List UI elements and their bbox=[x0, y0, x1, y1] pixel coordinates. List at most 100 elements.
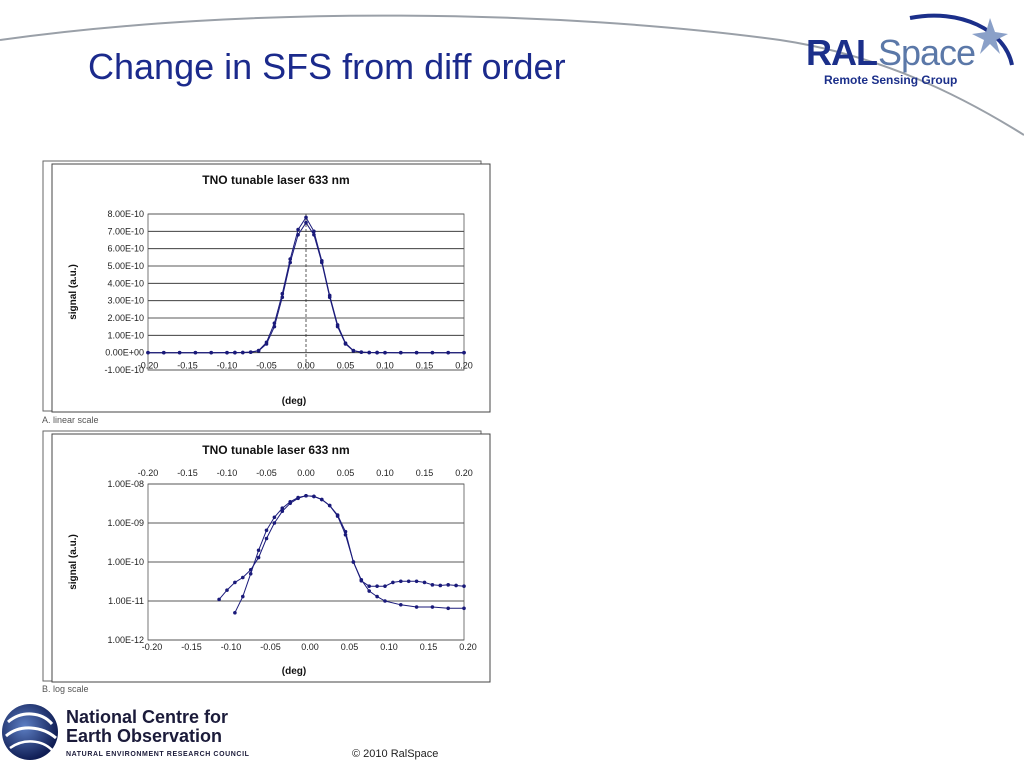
y-tick-label: 7.00E-10 bbox=[107, 226, 144, 236]
logo-swirl-icon bbox=[909, 13, 1014, 66]
data-point bbox=[430, 350, 435, 355]
x-tick-label: -0.20 bbox=[138, 361, 159, 371]
data-point bbox=[177, 350, 182, 355]
data-point bbox=[320, 497, 324, 502]
data-point bbox=[414, 579, 419, 584]
data-point bbox=[256, 548, 261, 553]
y-tick-label: 4.00E-10 bbox=[107, 278, 144, 288]
data-point bbox=[280, 506, 285, 510]
data-point bbox=[304, 493, 308, 498]
data-point bbox=[414, 605, 419, 609]
chart-title: TNO tunable laser 633 nm bbox=[202, 173, 349, 187]
data-point bbox=[391, 580, 395, 585]
x-tick-label-bottom: 0.05 bbox=[341, 642, 359, 652]
data-point bbox=[312, 229, 316, 234]
data-point bbox=[296, 495, 300, 500]
chart-linear-panel: TNO tunable laser 633 nm 8.00E-10 7.00E-10… bbox=[42, 160, 494, 416]
data-point bbox=[304, 215, 308, 220]
data-point bbox=[383, 599, 387, 603]
x-tick-label: 0.05 bbox=[337, 361, 355, 371]
data-point bbox=[320, 259, 324, 263]
data-point bbox=[272, 521, 277, 525]
chart-linear-caption: A. linear scale bbox=[42, 415, 99, 425]
data-point bbox=[383, 584, 387, 588]
data-point bbox=[280, 509, 285, 514]
data-point bbox=[217, 597, 221, 602]
nceo-subtitle: NATURAL ENVIRONMENT RESEARCH COUNCIL bbox=[66, 751, 250, 758]
data-point bbox=[146, 350, 150, 355]
data-point bbox=[288, 499, 292, 504]
x-tick-label-bottom: 0.20 bbox=[459, 642, 477, 652]
y-tick-label: 1.00E-10 bbox=[107, 557, 144, 567]
data-point bbox=[233, 580, 237, 585]
data-point bbox=[359, 350, 364, 354]
chart-log-caption: B. log scale bbox=[42, 684, 89, 694]
data-point bbox=[248, 350, 253, 354]
data-point bbox=[446, 350, 451, 355]
x-tick-label: -0.05 bbox=[256, 361, 277, 371]
data-point bbox=[327, 503, 332, 508]
data-point bbox=[264, 340, 269, 345]
data-point bbox=[209, 350, 213, 355]
chart-title: TNO tunable laser 633 nm bbox=[202, 443, 349, 457]
y-tick-label: 1.00E-08 bbox=[107, 479, 144, 489]
data-point bbox=[430, 583, 435, 587]
y-tick-label: -1.00E-10 bbox=[104, 365, 144, 375]
x-tick-label-bottom: -0.20 bbox=[142, 642, 163, 652]
x-axis-label: (deg) bbox=[282, 666, 306, 677]
data-point bbox=[430, 605, 435, 609]
data-point bbox=[462, 606, 466, 611]
x-tick-label: -0.10 bbox=[217, 361, 238, 371]
data-point bbox=[327, 293, 332, 298]
data-point bbox=[438, 583, 443, 588]
data-point bbox=[414, 350, 419, 355]
data-point bbox=[399, 602, 403, 607]
data-point bbox=[422, 580, 427, 585]
data-point bbox=[367, 350, 372, 355]
y-tick-label: 8.00E-10 bbox=[107, 209, 144, 219]
chart-frame bbox=[51, 433, 491, 683]
data-point bbox=[272, 515, 277, 520]
nceo-logo: National Centre for Earth Observation NA… bbox=[0, 698, 260, 764]
data-point bbox=[225, 588, 229, 592]
logo-space-text: Space bbox=[878, 32, 976, 73]
data-point bbox=[304, 220, 308, 225]
data-point bbox=[399, 350, 403, 355]
data-point bbox=[193, 350, 198, 355]
x-tick-label-bottom: -0.15 bbox=[181, 642, 202, 652]
header-swoosh bbox=[0, 14, 1024, 136]
data-point bbox=[343, 532, 348, 537]
data-point bbox=[462, 350, 466, 355]
data-point bbox=[264, 528, 269, 533]
data-point bbox=[296, 227, 300, 232]
data-point bbox=[446, 583, 451, 587]
nceo-name-line2: Earth Observation bbox=[66, 726, 223, 746]
nceo-name-line1: National Centre for bbox=[66, 707, 229, 727]
y-tick-label: 0.00E+00 bbox=[105, 348, 144, 358]
data-point bbox=[454, 583, 458, 588]
data-point bbox=[241, 594, 245, 599]
data-point bbox=[335, 323, 340, 327]
data-point bbox=[264, 536, 269, 541]
data-point bbox=[241, 575, 245, 580]
x-tick-label: 0.10 bbox=[376, 361, 394, 371]
data-point bbox=[233, 350, 237, 355]
y-tick-label: 1.00E-11 bbox=[108, 596, 144, 606]
data-point bbox=[462, 584, 466, 588]
data-point bbox=[256, 348, 261, 353]
x-tick-label: 0.00 bbox=[297, 468, 315, 478]
y-tick-label: 1.00E-09 bbox=[107, 518, 144, 528]
x-tick-label: 0.10 bbox=[376, 468, 394, 478]
y-tick-label: 2.00E-10 bbox=[107, 313, 144, 323]
y-axis-label: signal (a.u.) bbox=[68, 264, 79, 320]
x-tick-label-bottom: 0.10 bbox=[380, 642, 398, 652]
y-tick-label: 3.00E-10 bbox=[107, 296, 144, 306]
x-tick-label-bottom: -0.10 bbox=[221, 642, 242, 652]
data-point bbox=[367, 584, 372, 588]
earth-swirl-icon bbox=[2, 704, 58, 760]
x-tick-label: 0.15 bbox=[416, 468, 434, 478]
logo-subtitle: Remote Sensing Group bbox=[824, 73, 958, 87]
data-point bbox=[351, 348, 356, 353]
x-tick-label: 0.05 bbox=[337, 468, 355, 478]
x-tick-label: -0.10 bbox=[217, 468, 238, 478]
